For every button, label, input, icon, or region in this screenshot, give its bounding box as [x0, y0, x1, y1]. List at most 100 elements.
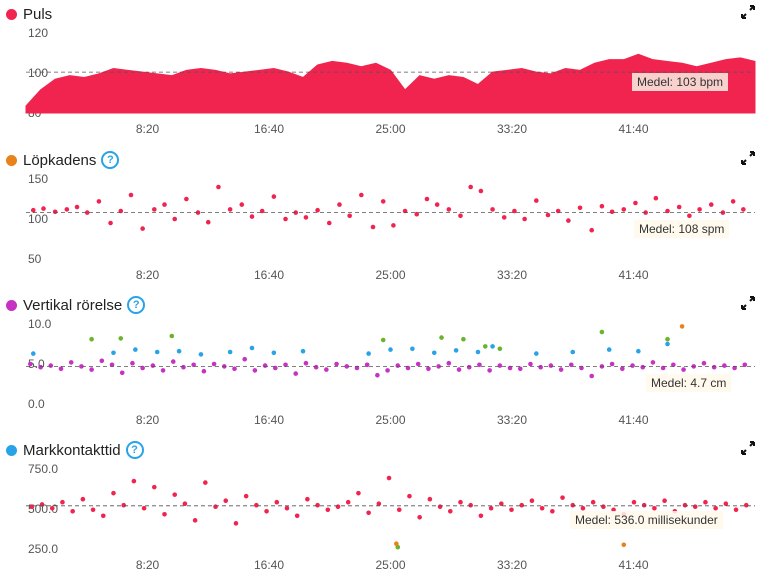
data-point	[599, 329, 605, 335]
data-point	[611, 507, 616, 513]
data-point	[273, 365, 278, 371]
data-point	[461, 336, 466, 342]
data-point	[70, 508, 75, 514]
x-tick-label: 16:40	[254, 268, 284, 282]
data-point	[154, 349, 160, 355]
data-point	[249, 345, 255, 351]
data-point	[468, 502, 473, 508]
data-point	[415, 361, 421, 367]
data-point	[121, 502, 126, 508]
panel-lopkadens: Löpkadens ? 150 100 50 8:20 16:40 25:00 33:20 4…	[0, 146, 763, 286]
data-point	[96, 199, 102, 204]
expand-icon[interactable]	[741, 151, 755, 165]
data-point	[692, 504, 698, 510]
data-point	[682, 502, 688, 508]
data-point	[356, 490, 361, 496]
data-point	[458, 213, 463, 219]
y-tick-label: 50	[28, 252, 42, 266]
data-point	[601, 504, 606, 510]
data-point	[402, 208, 408, 214]
data-point	[283, 216, 288, 222]
data-point	[359, 192, 364, 198]
data-point	[687, 213, 692, 219]
data-point	[232, 366, 237, 372]
data-point	[100, 513, 106, 519]
data-point	[570, 502, 576, 508]
data-point	[630, 363, 635, 368]
data-point	[466, 364, 472, 370]
data-point	[703, 499, 708, 505]
data-point	[345, 499, 351, 505]
data-point	[30, 351, 36, 356]
data-point	[111, 490, 116, 496]
panel-header: Puls	[6, 4, 52, 24]
data-point	[334, 361, 339, 367]
data-point	[385, 368, 390, 373]
data-point	[558, 367, 564, 372]
data-point	[620, 366, 625, 372]
x-tick-label: 16:40	[254, 558, 284, 572]
data-point	[271, 350, 277, 356]
y-tick-label: 10.0	[28, 317, 52, 331]
data-point	[254, 502, 259, 508]
data-point	[152, 484, 157, 490]
data-point	[191, 362, 196, 368]
x-tick-label: 25:00	[375, 122, 405, 136]
data-point	[424, 196, 430, 202]
data-point	[478, 188, 484, 194]
data-point	[181, 364, 186, 370]
data-point	[313, 364, 319, 370]
data-point	[64, 207, 70, 212]
x-tick-label: 8:20	[136, 122, 160, 136]
data-point	[497, 363, 503, 368]
data-point	[653, 195, 659, 201]
data-point	[439, 335, 444, 340]
data-point	[742, 362, 748, 368]
data-point	[335, 504, 341, 510]
data-point	[410, 346, 415, 352]
expand-icon[interactable]	[741, 5, 755, 19]
data-point	[176, 348, 182, 354]
data-point	[555, 208, 561, 214]
x-tick-label: 8:20	[136, 268, 160, 282]
data-point	[203, 480, 208, 485]
expand-icon[interactable]	[741, 441, 755, 455]
data-point	[68, 360, 74, 365]
panel-title: Vertikal rörelse	[23, 296, 123, 314]
data-point	[324, 367, 329, 372]
data-point	[665, 208, 670, 214]
data-point	[447, 508, 453, 514]
data-point	[499, 501, 504, 507]
x-tick-label: 41:40	[618, 558, 648, 572]
chart-lopkadens: 150 100 50 8:20 16:40 25:00 33:20 41:40	[26, 172, 755, 282]
data-point	[344, 364, 350, 369]
data-point	[184, 196, 189, 202]
panel-title: Löpkadens	[23, 151, 97, 169]
data-point	[162, 511, 167, 517]
data-point	[201, 368, 207, 374]
data-point	[580, 505, 586, 511]
data-point	[633, 200, 638, 206]
data-point	[284, 505, 290, 511]
data-point	[109, 362, 115, 368]
data-point	[380, 199, 386, 204]
data-point	[283, 362, 288, 368]
data-point	[568, 362, 574, 368]
data-point	[160, 368, 166, 373]
data-point	[456, 367, 462, 372]
data-point	[271, 194, 277, 199]
data-point	[305, 496, 310, 502]
data-point	[89, 336, 94, 342]
help-icon[interactable]: ?	[127, 296, 146, 314]
x-tick-label: 25:00	[375, 413, 405, 427]
help-icon[interactable]: ?	[125, 441, 144, 459]
data-point	[631, 499, 637, 505]
data-point	[249, 214, 255, 219]
help-icon[interactable]: ?	[101, 151, 120, 169]
y-tick-label: 250.0	[28, 542, 58, 556]
expand-icon[interactable]	[741, 296, 755, 310]
x-tick-label: 33:20	[497, 413, 527, 427]
data-point	[395, 363, 401, 368]
data-point	[172, 492, 178, 497]
data-point	[528, 361, 533, 367]
